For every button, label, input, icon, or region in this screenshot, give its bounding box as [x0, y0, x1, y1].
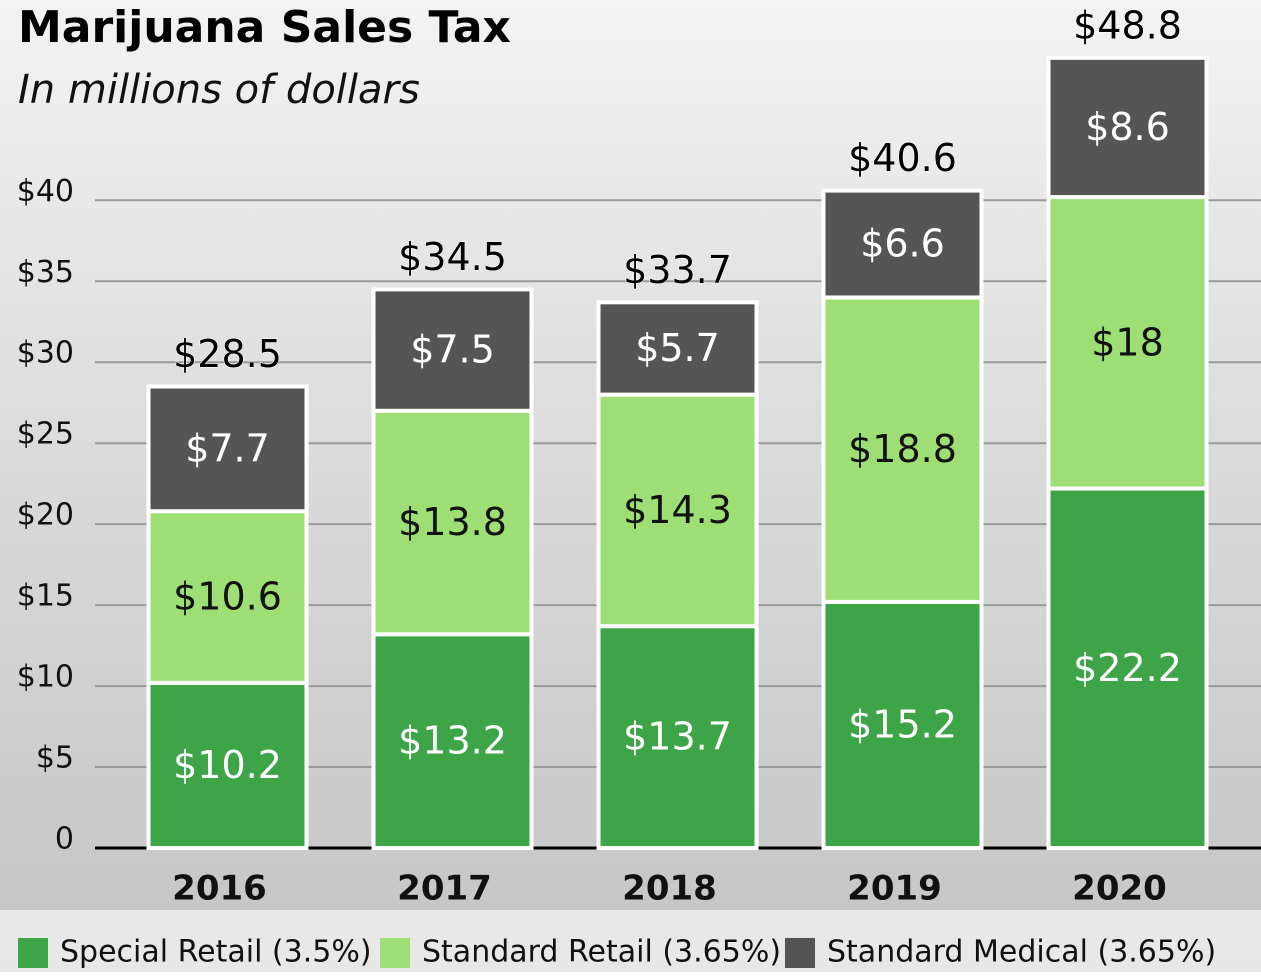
x-tick-label: 2017	[397, 869, 492, 909]
total-label: $33.7	[623, 248, 732, 292]
x-tick-label: 2018	[622, 869, 717, 909]
legend-swatch	[785, 938, 815, 968]
legend-label: Standard Retail (3.65%)	[422, 935, 781, 970]
data-label: $14.3	[623, 488, 732, 532]
page: {"chart_data": { "type": "stacked-bar", …	[0, 0, 1261, 976]
data-label: $10.6	[173, 575, 282, 619]
y-tick-label: $15	[17, 579, 74, 614]
chart: Marijuana Sales Tax In millions of dolla…	[0, 0, 1261, 972]
y-tick-label: $40	[17, 174, 74, 209]
data-label: $15.2	[848, 702, 957, 746]
total-label: $40.6	[848, 136, 957, 180]
data-label: $18.8	[848, 427, 957, 471]
y-tick-label: $25	[17, 417, 74, 452]
y-tick-label: $20	[17, 498, 74, 533]
data-label: $13.7	[623, 715, 732, 759]
y-tick-label: 0	[55, 822, 74, 857]
y-tick-label: $5	[36, 741, 74, 776]
x-tick-label: 2016	[172, 869, 267, 909]
chart-subtitle: In millions of dollars	[18, 67, 420, 113]
legend-label: Standard Medical (3.65%)	[827, 935, 1216, 970]
data-label: $10.2	[173, 743, 282, 787]
data-label: $6.6	[860, 222, 945, 266]
y-tick-label: $30	[17, 336, 74, 371]
y-tick-label: $10	[17, 660, 74, 695]
total-label: $28.5	[173, 332, 282, 376]
total-label: $34.5	[398, 235, 507, 279]
legend-swatch	[18, 938, 48, 968]
x-tick-label: 2020	[1072, 869, 1167, 909]
total-label: $48.8	[1073, 3, 1182, 47]
data-label: $8.6	[1085, 105, 1170, 149]
data-label: $22.2	[1073, 646, 1182, 690]
legend-label: Special Retail (3.5%)	[60, 935, 372, 970]
y-tick-label: $35	[17, 255, 74, 290]
data-label: $18	[1091, 320, 1164, 364]
chart-title: Marijuana Sales Tax	[18, 2, 511, 53]
legend-swatch	[380, 938, 410, 968]
data-label: $13.2	[398, 719, 507, 763]
data-label: $7.5	[410, 328, 495, 372]
data-label: $5.7	[635, 326, 720, 370]
data-label: $13.8	[398, 500, 507, 544]
data-label: $7.7	[185, 426, 270, 470]
x-tick-label: 2019	[847, 869, 942, 909]
